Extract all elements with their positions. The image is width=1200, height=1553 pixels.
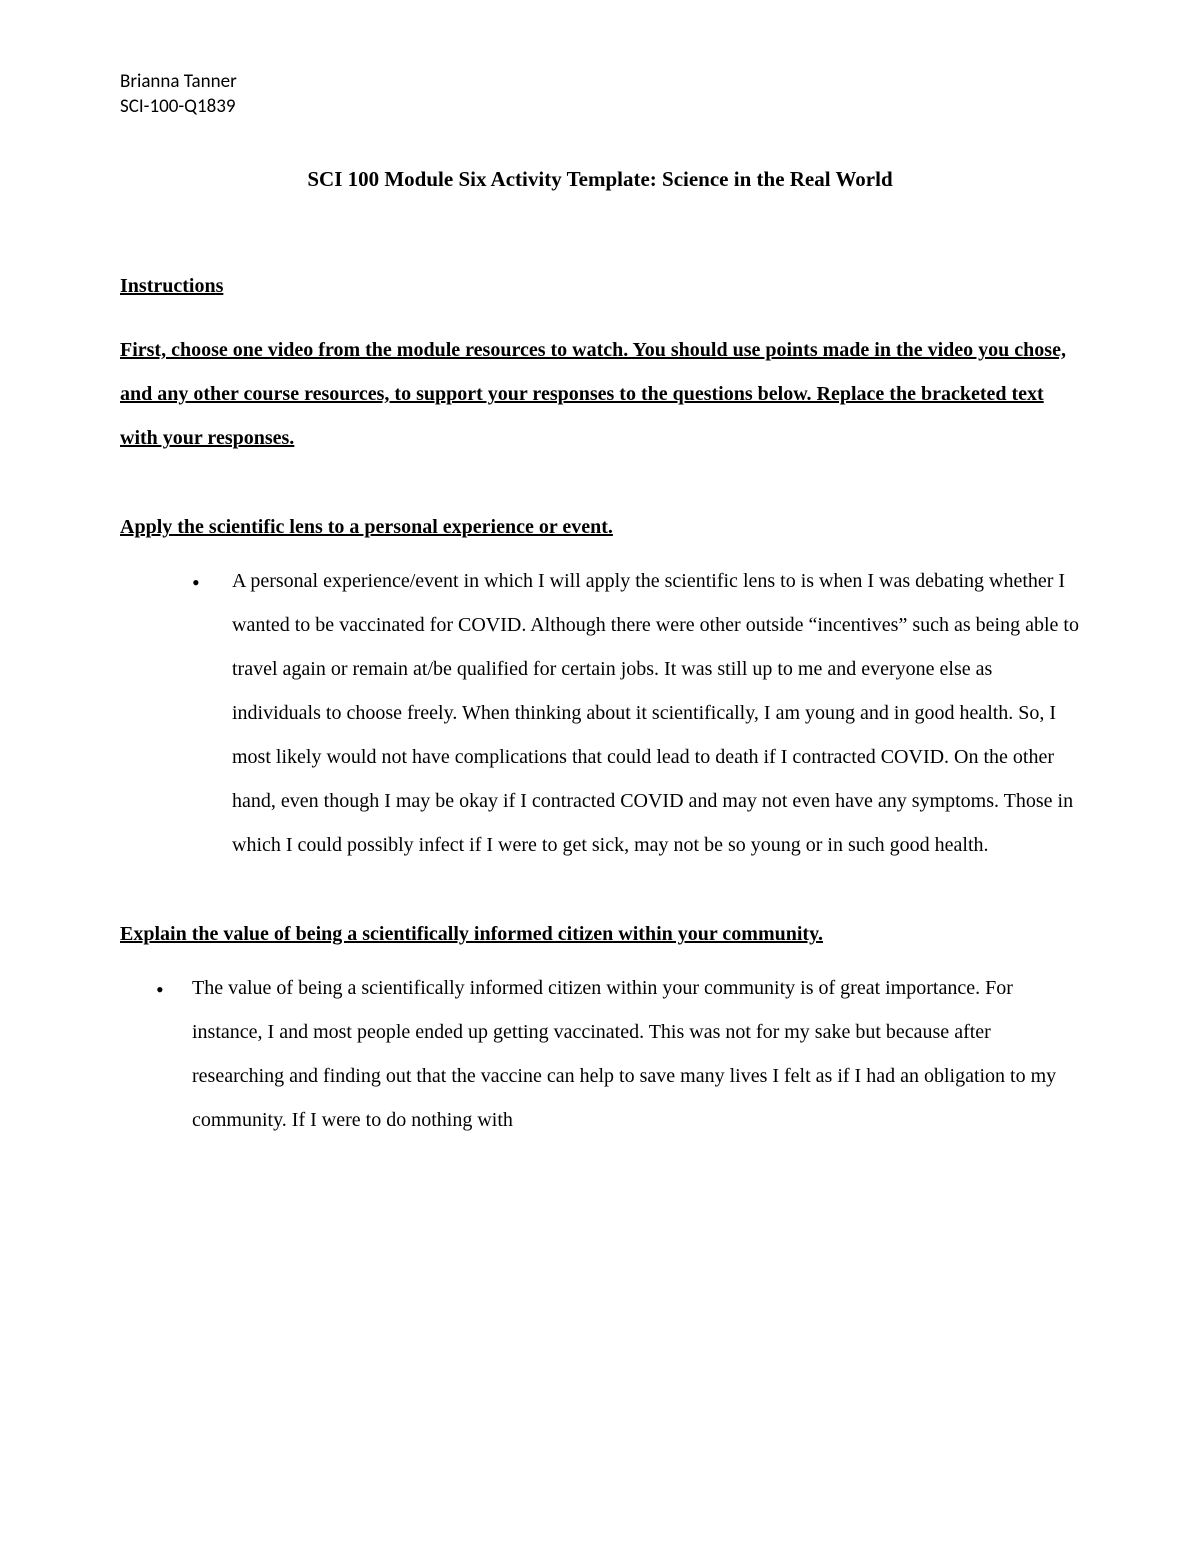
student-name: Brianna Tanner: [120, 70, 1080, 95]
instructions-heading: Instructions: [120, 264, 1080, 308]
document-page: Brianna Tanner SCI-100-Q1839 SCI 100 Mod…: [0, 0, 1200, 1553]
instructions-body: First, choose one video from the module …: [120, 328, 1080, 460]
section-2-list: The value of being a scientifically info…: [120, 966, 1080, 1142]
section-1-list: A personal experience/event in which I w…: [120, 559, 1080, 867]
section-1-bullet: A personal experience/event in which I w…: [120, 559, 1080, 867]
section-2-bullet: The value of being a scientifically info…: [120, 966, 1080, 1142]
course-code: SCI-100-Q1839: [120, 95, 1080, 120]
section-2-prompt: Explain the value of being a scientifica…: [120, 923, 1080, 946]
section-1-prompt: Apply the scientific lens to a personal …: [120, 516, 1080, 539]
header-block: Brianna Tanner SCI-100-Q1839: [120, 70, 1080, 119]
document-title: SCI 100 Module Six Activity Template: Sc…: [120, 167, 1080, 192]
